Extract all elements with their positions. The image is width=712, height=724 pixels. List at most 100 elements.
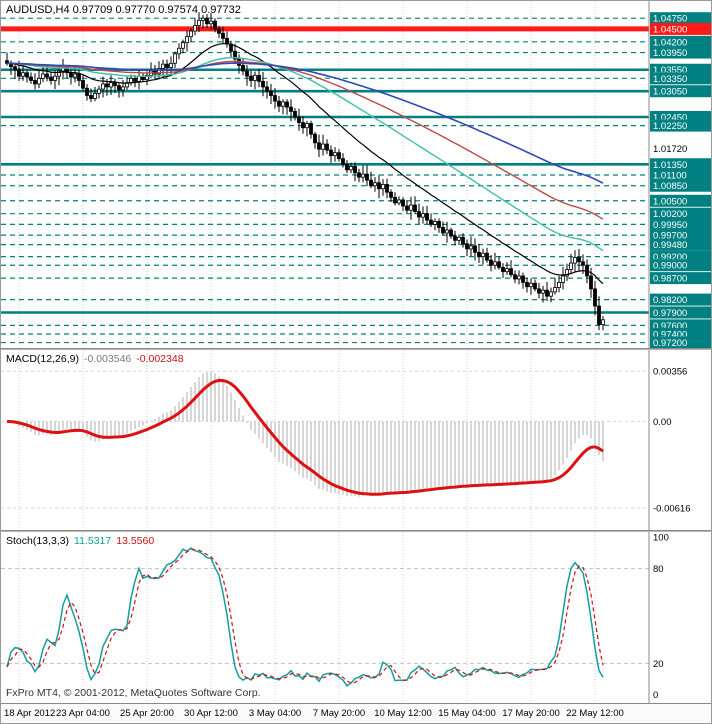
time-axis[interactable]: 18 Apr 2012 23 Apr 04:00 25 Apr 20:00 30 Ap… bbox=[1, 703, 711, 723]
time-axis-label[interactable]: 17 May 20:00 bbox=[502, 708, 560, 719]
time-axis-label[interactable]: 15 May 04:00 bbox=[438, 708, 496, 719]
stoch-axis-labels[interactable]: 100 80 20 0 bbox=[653, 533, 669, 702]
horizontal-level-lines[interactable] bbox=[1, 17, 649, 344]
price-level-tag[interactable] bbox=[650, 229, 712, 242]
stoch-axis-tick: 20 bbox=[653, 659, 664, 670]
candle-body bbox=[245, 70, 249, 77]
time-axis-label[interactable]: 10 May 12:00 bbox=[374, 708, 432, 719]
price-level-tag[interactable] bbox=[650, 85, 712, 98]
candle-body bbox=[21, 72, 25, 77]
price-level-tag[interactable] bbox=[650, 22, 712, 35]
panel-splitter[interactable] bbox=[1, 348, 711, 350]
candle-body bbox=[301, 122, 305, 129]
candle-body bbox=[325, 143, 329, 151]
candle-body bbox=[201, 17, 205, 21]
candle-body bbox=[93, 92, 97, 99]
candle-body bbox=[257, 74, 261, 82]
candle-body bbox=[465, 243, 469, 250]
candle-body bbox=[437, 221, 441, 228]
candle-body bbox=[105, 83, 109, 88]
ma-line-21 bbox=[6, 43, 604, 285]
candle-body bbox=[297, 116, 301, 123]
candle-body bbox=[281, 101, 285, 107]
price-level-tag[interactable] bbox=[650, 179, 712, 192]
candle-body bbox=[285, 101, 289, 108]
candle-body bbox=[337, 152, 341, 160]
candle-body bbox=[305, 123, 309, 129]
price-level-tag[interactable] bbox=[650, 12, 712, 25]
candle-body bbox=[249, 75, 253, 81]
candle-body bbox=[73, 73, 77, 78]
price-level-tag-text: 1.01100 bbox=[653, 171, 687, 182]
macd-axis-tick: 0.00 bbox=[653, 417, 672, 428]
candle-body bbox=[581, 261, 585, 266]
candle-body bbox=[313, 133, 317, 144]
candle-body bbox=[177, 47, 181, 55]
price-level-tag[interactable] bbox=[650, 259, 712, 272]
price-level-tag[interactable] bbox=[650, 207, 712, 220]
price-level-tag[interactable] bbox=[650, 218, 712, 231]
macd-axis-labels[interactable]: 0.00356 0.00 -0.00616 bbox=[653, 367, 691, 515]
stoch-signal-line bbox=[6, 548, 604, 684]
ma-line-89 bbox=[6, 60, 604, 220]
candle-body bbox=[309, 123, 313, 135]
time-axis-label[interactable]: 22 May 12:00 bbox=[566, 708, 624, 719]
candle-body bbox=[565, 269, 569, 277]
candle-body bbox=[517, 275, 521, 280]
candle-body bbox=[333, 152, 337, 157]
price-level-tag-text: 1.04750 bbox=[653, 14, 687, 25]
candle-body bbox=[553, 287, 557, 293]
price-level-tag[interactable] bbox=[650, 46, 712, 59]
panel-splitter[interactable] bbox=[1, 530, 711, 532]
candle-body bbox=[509, 268, 513, 276]
price-level-tag[interactable] bbox=[650, 119, 712, 132]
price-level-tag[interactable] bbox=[650, 194, 712, 207]
candle-body bbox=[157, 68, 161, 75]
candle-body bbox=[445, 229, 449, 234]
price-level-tag[interactable] bbox=[650, 72, 712, 85]
candle-body bbox=[269, 90, 273, 96]
time-axis-label[interactable]: 23 Apr 04:00 bbox=[56, 708, 110, 719]
candle-body bbox=[89, 95, 93, 99]
price-level-tag-text: 0.99480 bbox=[653, 240, 687, 251]
price-level-tag[interactable] bbox=[650, 169, 712, 182]
candlesticks bbox=[5, 12, 605, 331]
candle-body bbox=[221, 32, 225, 39]
price-level-tag[interactable] bbox=[650, 293, 712, 306]
candle-body bbox=[377, 182, 381, 190]
candle-body bbox=[457, 236, 461, 241]
candle-body bbox=[441, 227, 445, 234]
candle-body bbox=[53, 75, 57, 81]
price-level-tag-text: 1.00200 bbox=[653, 209, 687, 220]
time-axis-label[interactable]: 18 Apr 2012 bbox=[4, 708, 56, 719]
time-axis-label[interactable]: 25 Apr 20:00 bbox=[120, 708, 174, 719]
candle-body bbox=[401, 199, 405, 207]
macd-panel[interactable]: 0.00356 0.00 -0.00616 bbox=[1, 350, 712, 530]
price-level-tag[interactable] bbox=[650, 35, 712, 48]
candle-body bbox=[129, 77, 133, 84]
price-level-tag[interactable] bbox=[650, 306, 712, 319]
candle-body bbox=[489, 259, 493, 266]
time-axis-label[interactable]: 7 May 20:00 bbox=[312, 708, 366, 719]
stochastic-panel[interactable]: 100 80 20 0 bbox=[1, 532, 712, 703]
price-level-tag[interactable] bbox=[650, 336, 712, 348]
candle-body bbox=[77, 73, 81, 81]
price-level-tag-text: 0.97200 bbox=[653, 338, 687, 348]
time-axis-label[interactable]: 3 May 04:00 bbox=[248, 708, 302, 719]
candle-body bbox=[353, 166, 357, 174]
candle-body bbox=[161, 63, 165, 69]
candle-body bbox=[137, 75, 141, 82]
price-level-tag[interactable] bbox=[650, 272, 712, 285]
candle-body bbox=[389, 191, 393, 198]
price-level-tag[interactable] bbox=[650, 238, 712, 251]
candle-body bbox=[169, 62, 173, 68]
candle-body bbox=[405, 205, 409, 211]
candle-body bbox=[549, 291, 553, 297]
price-level-tag[interactable] bbox=[650, 158, 712, 171]
time-axis-label[interactable]: 30 Apr 12:00 bbox=[184, 708, 238, 719]
candle-body bbox=[205, 17, 209, 25]
candle-body bbox=[241, 65, 245, 72]
candle-body bbox=[521, 275, 525, 283]
